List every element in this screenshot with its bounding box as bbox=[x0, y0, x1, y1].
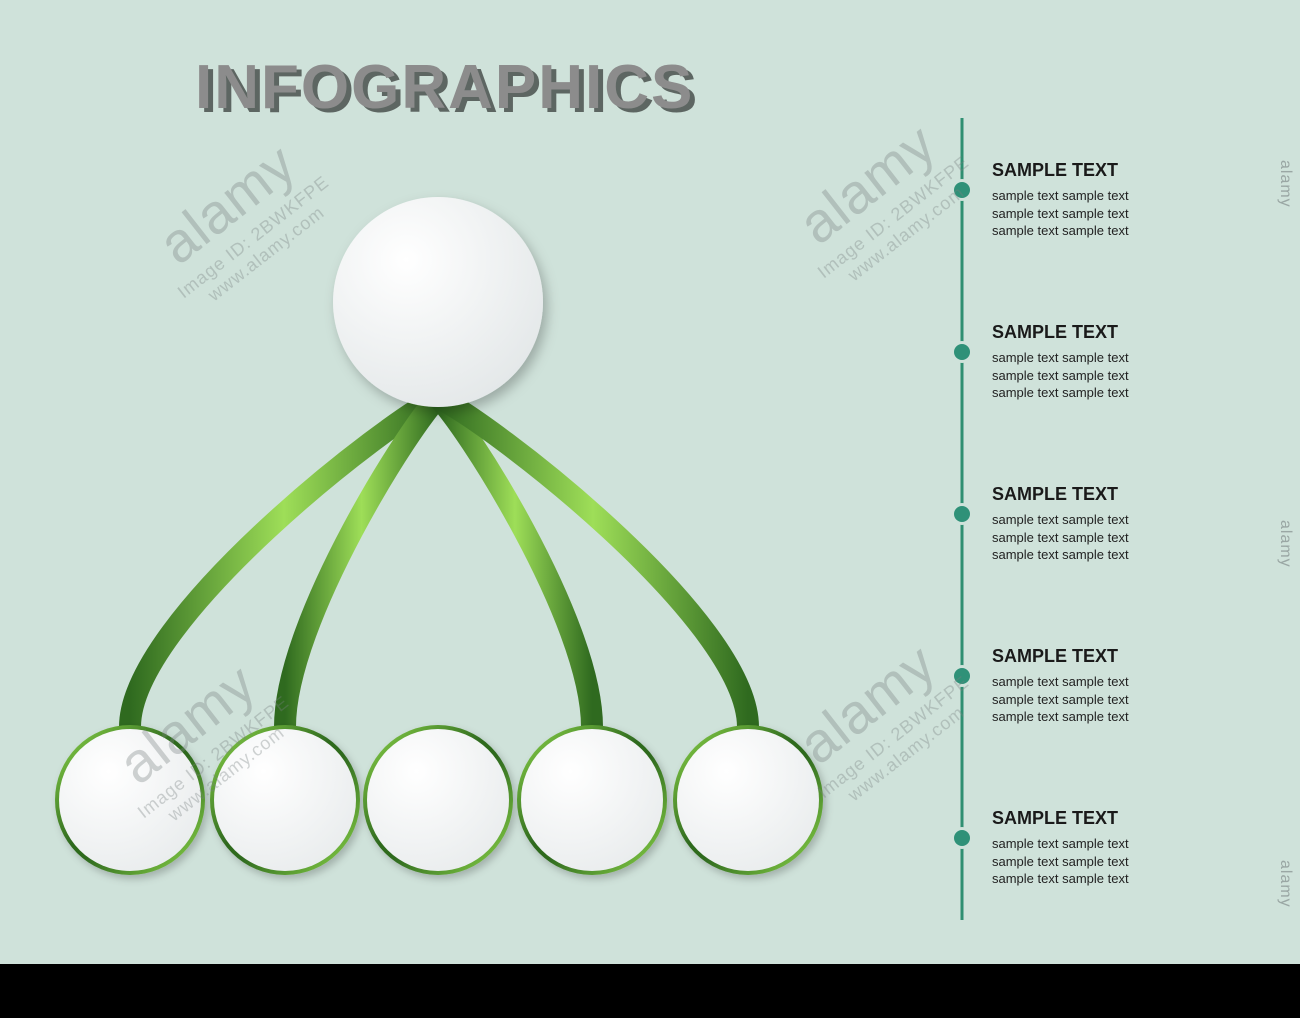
watermark-side-2: alamy bbox=[1276, 520, 1294, 568]
timeline-body-4: sample text sample textsample text sampl… bbox=[992, 673, 1129, 726]
timeline-body-1: sample text sample textsample text sampl… bbox=[992, 187, 1129, 240]
timeline-heading-1: SAMPLE TEXT bbox=[992, 160, 1129, 181]
watermark-side-3: alamy bbox=[1276, 860, 1294, 908]
timeline-dot-5 bbox=[954, 830, 970, 846]
timeline-heading-4: SAMPLE TEXT bbox=[992, 646, 1129, 667]
timeline-heading-5: SAMPLE TEXT bbox=[992, 808, 1129, 829]
timeline-heading-3: SAMPLE TEXT bbox=[992, 484, 1129, 505]
timeline-item-2: SAMPLE TEXT sample text sample textsample… bbox=[992, 322, 1129, 402]
timeline-dot-3 bbox=[954, 506, 970, 522]
infographic-canvas: INFOGRAPHICS INFOGRAPHICS bbox=[0, 0, 1300, 1018]
timeline-body-5: sample text sample textsample text sampl… bbox=[992, 835, 1129, 888]
timeline-heading-2: SAMPLE TEXT bbox=[992, 322, 1129, 343]
timeline-dot-2 bbox=[954, 344, 970, 360]
watermark-side-1: alamy bbox=[1276, 160, 1294, 208]
timeline-body-2: sample text sample textsample text sampl… bbox=[992, 349, 1129, 402]
timeline-item-1: SAMPLE TEXT sample text sample textsample… bbox=[992, 160, 1129, 240]
timeline-item-4: SAMPLE TEXT sample text sample textsample… bbox=[992, 646, 1129, 726]
timeline-body-3: sample text sample textsample text sampl… bbox=[992, 511, 1129, 564]
timeline-item-3: SAMPLE TEXT sample text sample textsample… bbox=[992, 484, 1129, 564]
timeline-item-5: SAMPLE TEXT sample text sample textsample… bbox=[992, 808, 1129, 888]
footer-bar bbox=[0, 964, 1300, 1018]
